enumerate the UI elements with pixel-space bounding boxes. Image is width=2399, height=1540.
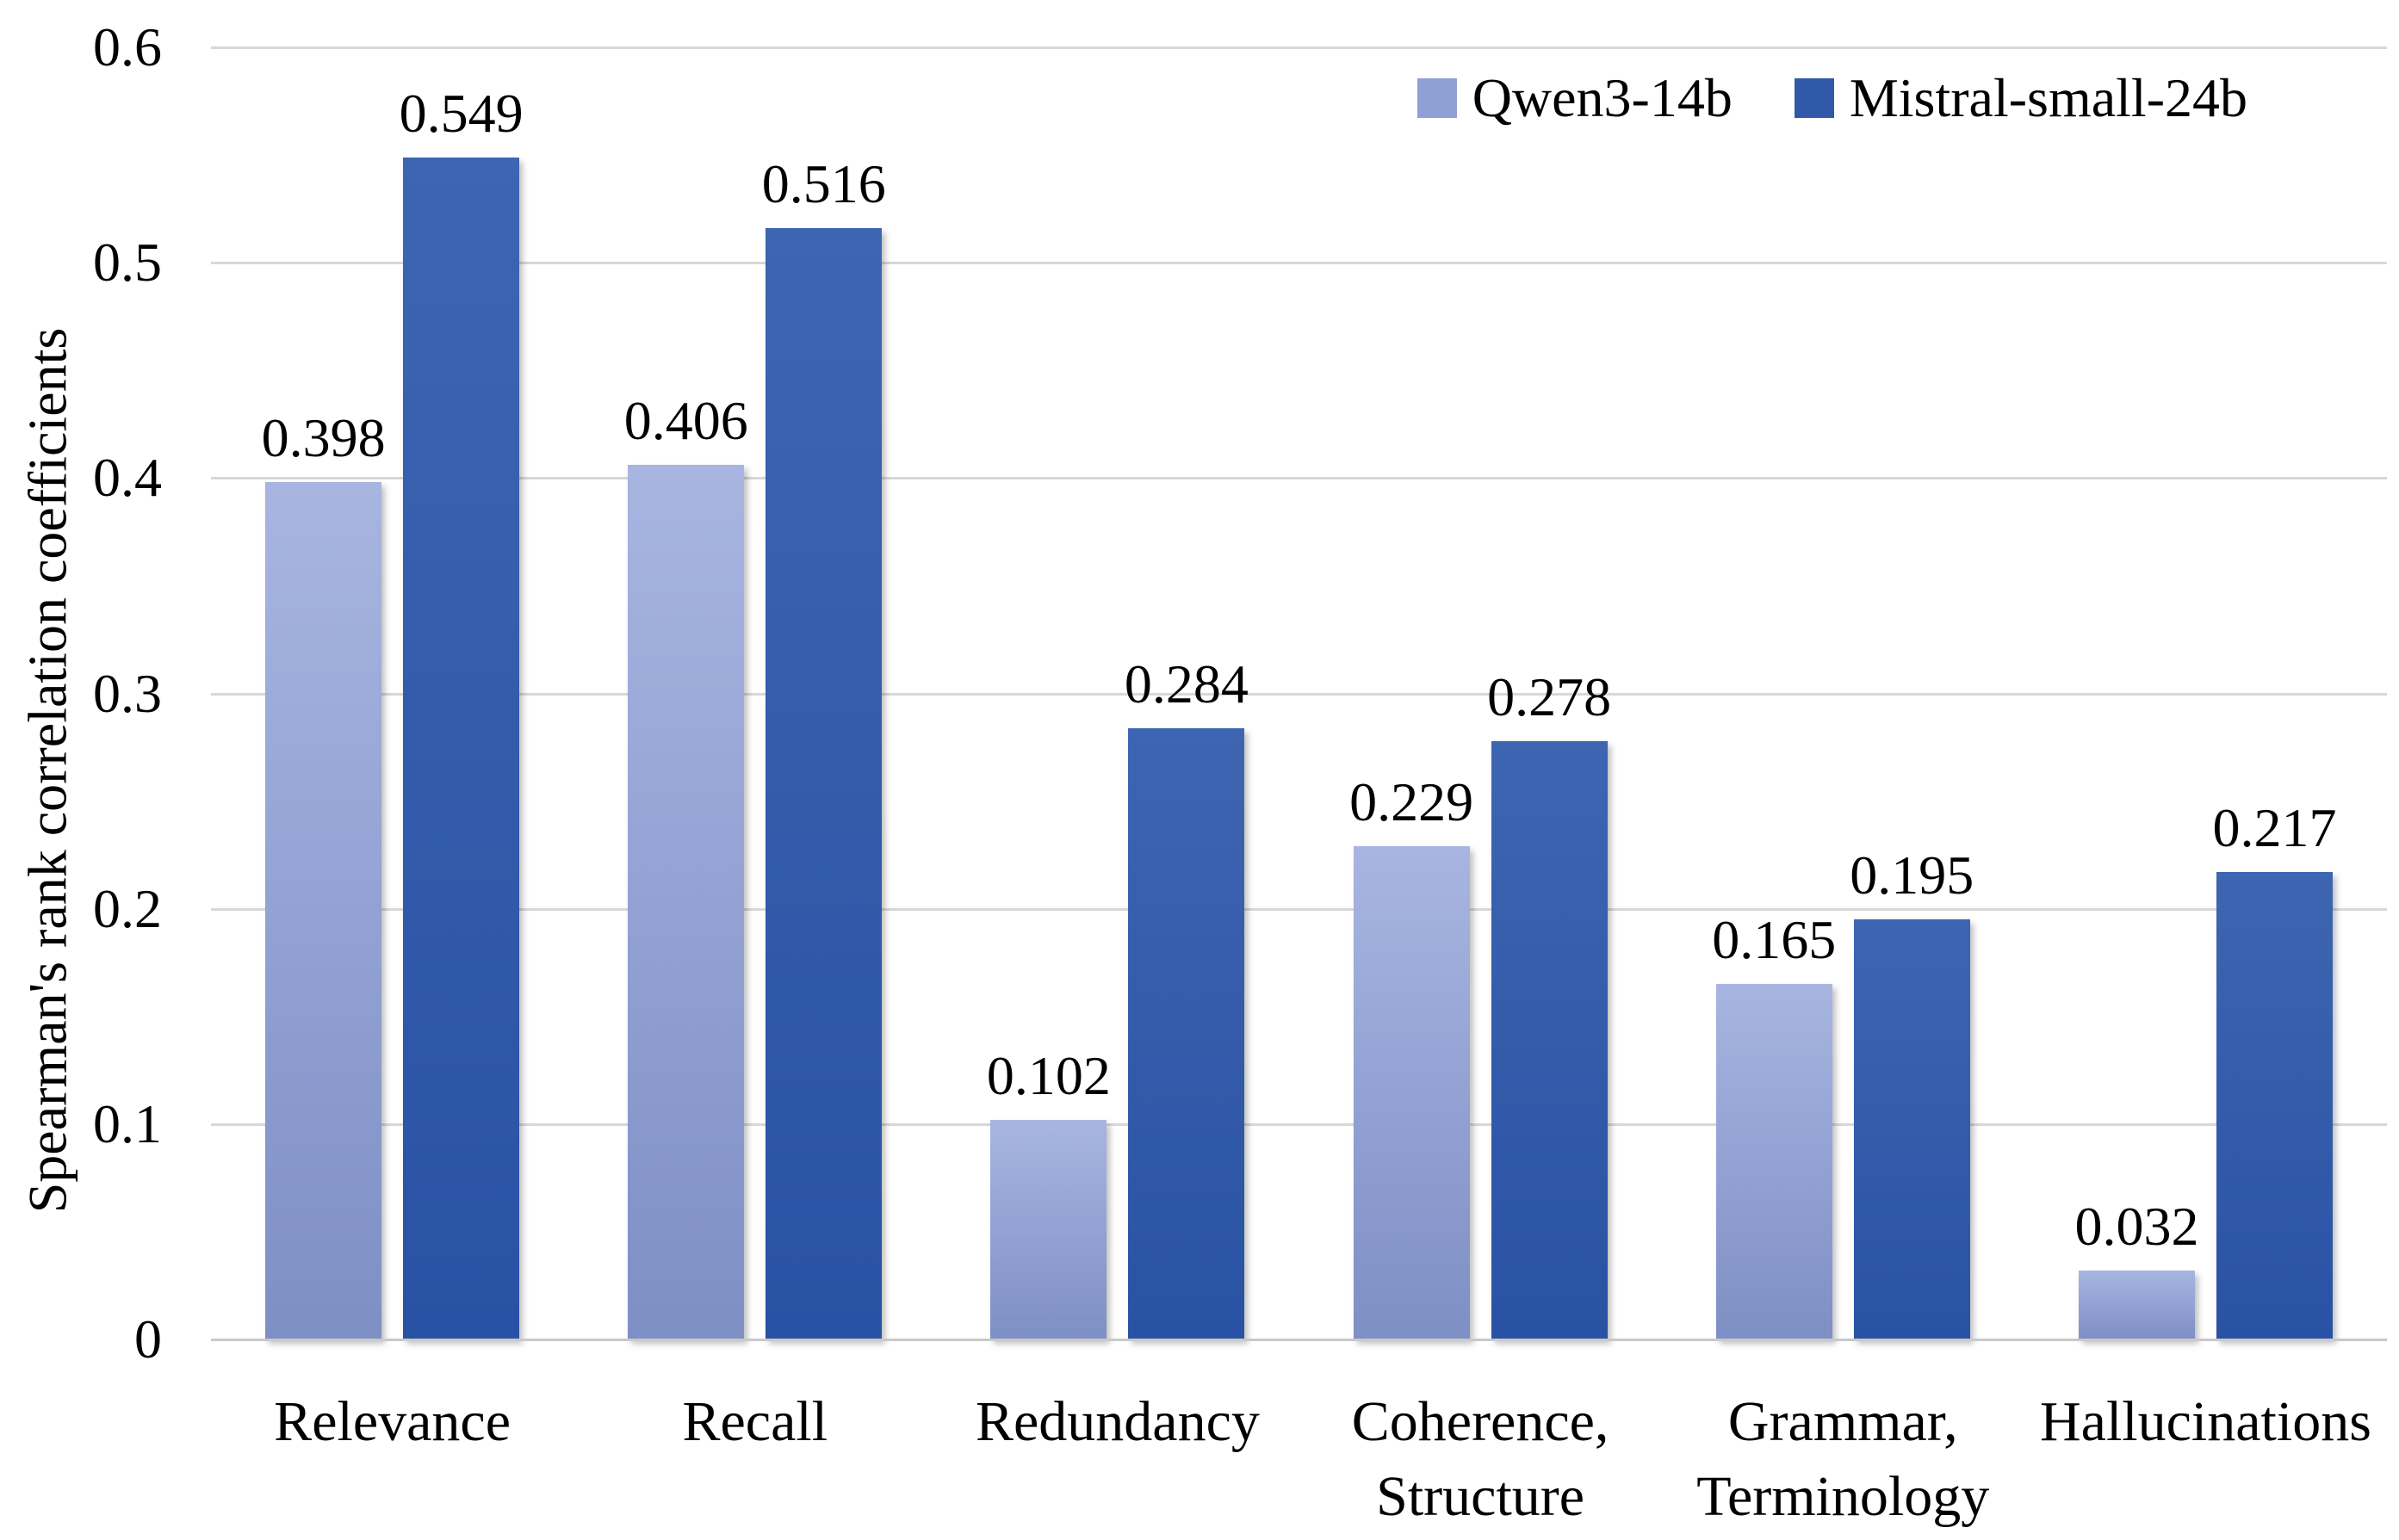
bar-group-relevance: 0.398 0.549: [211, 47, 573, 1339]
x-category-label: Coherence, Structure: [1351, 1390, 1609, 1529]
bar-group-redundancy: 0.102 0.284: [936, 47, 1299, 1339]
bar-group-hallucinations: 0.032 0.217: [2024, 47, 2387, 1339]
legend-label-qwen3-14b: Qwen3-14b: [1472, 67, 1733, 128]
bar-groups: 0.398 0.549 0.406 0.516 0.102 0.284 0.229 0.278…: [211, 47, 2387, 1339]
bar-mistral-small-24b-hallucinations: 0.217: [2212, 797, 2336, 1339]
bar-qwen3-14b-hallucinations: 0.032: [2074, 1196, 2198, 1339]
bar-value-label: 0.406: [623, 390, 748, 452]
bar-value-label: 0.398: [261, 407, 386, 469]
bar-group-grammar-terminology: 0.165 0.195: [1662, 47, 2024, 1339]
bar-mistral-small-24b-grammar-terminology: 0.195: [1850, 844, 1974, 1339]
legend-swatch-mistral-small-24b: [1794, 78, 1834, 118]
gridline: [211, 262, 2387, 265]
gridline: [211, 46, 2387, 49]
y-tick-label: 0.5: [93, 232, 162, 294]
bar-mistral-small-24b-redundancy: 0.284: [1125, 653, 1249, 1339]
gridline: [211, 907, 2387, 911]
gridline: [211, 1123, 2387, 1126]
x-category-label: Relevance: [274, 1390, 511, 1453]
x-category-label: Redundancy: [975, 1390, 1260, 1453]
bar-value-label: 0.516: [761, 153, 886, 215]
x-category-label: Recall: [682, 1390, 828, 1453]
y-tick-label: 0.2: [93, 877, 162, 939]
bar-mistral-small-24b-recall: 0.516: [762, 153, 886, 1339]
y-tick-label: 0.1: [93, 1092, 162, 1154]
plot-area: 0.398 0.549 0.406 0.516 0.102 0.284 0.229 0.278…: [211, 46, 2387, 1341]
bar-mistral-small-24b-coherence-structure: 0.278: [1487, 666, 1611, 1339]
bar-qwen3-14b-recall: 0.406: [624, 390, 748, 1339]
bar-qwen3-14b-relevance: 0.398: [262, 407, 386, 1339]
bar-value-label: 0.284: [1124, 652, 1249, 714]
bar-value-label: 0.278: [1487, 665, 1612, 727]
x-category-label: Grammar, Terminology: [1696, 1390, 1990, 1529]
bar-mistral-small-24b-relevance: 0.549: [400, 83, 524, 1339]
bar-qwen3-14b-coherence-structure: 0.229: [1349, 771, 1473, 1339]
legend-label-mistral-small-24b: Mistral-small-24b: [1849, 67, 2247, 128]
x-category-label: Hallucinations: [2039, 1390, 2371, 1453]
bar-qwen3-14b-grammar-terminology: 0.165: [1712, 909, 1836, 1339]
bar-value-label: 0.195: [1850, 844, 1974, 906]
bar-value-label: 0.165: [1712, 909, 1837, 971]
x-axis-baseline: [211, 1339, 2387, 1341]
bar-qwen3-14b-redundancy: 0.102: [987, 1045, 1111, 1339]
bar-value-label: 0.217: [2212, 797, 2337, 859]
legend-item-qwen3-14b: Qwen3-14b: [1416, 66, 1733, 130]
bar-group-recall: 0.406 0.516: [573, 47, 936, 1339]
bar-value-label: 0.032: [2074, 1195, 2199, 1257]
bar-value-label: 0.229: [1349, 771, 1474, 833]
bar-value-label: 0.549: [399, 82, 524, 144]
bar-group-coherence-structure: 0.229 0.278: [1299, 47, 1662, 1339]
bar-value-label: 0.102: [986, 1044, 1111, 1106]
gridline: [211, 477, 2387, 480]
y-axis-tick-labels: 0 0.1 0.2 0.3 0.4 0.5 0.6: [0, 16, 162, 1370]
x-axis-labels: Relevance Recall Redundancy Coherence, Stru…: [211, 1384, 2387, 1534]
legend: Qwen3-14b Mistral-small-24b: [1416, 66, 2247, 130]
y-tick-label: 0.6: [93, 16, 162, 77]
y-tick-label: 0: [134, 1308, 162, 1370]
legend-swatch-qwen3-14b: [1416, 78, 1457, 118]
y-tick-label: 0.4: [93, 447, 162, 509]
legend-item-mistral-small-24b: Mistral-small-24b: [1794, 66, 2247, 130]
y-tick-label: 0.3: [93, 662, 162, 724]
gridline: [211, 692, 2387, 696]
